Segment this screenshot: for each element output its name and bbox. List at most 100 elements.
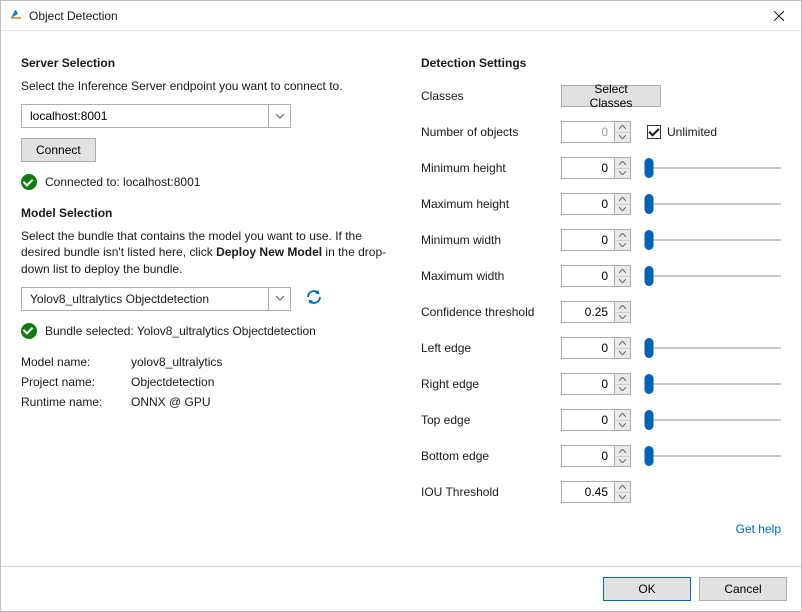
conf-thresh-stepper[interactable]: [614, 302, 630, 322]
slider-thumb[interactable]: [645, 374, 654, 394]
max-height-input[interactable]: [562, 194, 614, 214]
max-height-spinner[interactable]: [561, 193, 631, 215]
row-top-edge: Top edge: [421, 402, 781, 438]
right-edge-input[interactable]: [562, 374, 614, 394]
slider-track: [649, 239, 781, 241]
min-width-slider[interactable]: [649, 230, 781, 250]
close-icon: [774, 11, 784, 21]
app-icon: [9, 7, 23, 24]
max-width-slider[interactable]: [649, 266, 781, 286]
step-up-button[interactable]: [615, 194, 630, 205]
step-up-button[interactable]: [615, 302, 630, 313]
server-endpoint-input[interactable]: [22, 105, 268, 127]
num-objects-spinner: [561, 121, 631, 143]
step-down-button[interactable]: [615, 313, 630, 323]
top-edge-input[interactable]: [562, 410, 614, 430]
step-down-button[interactable]: [615, 205, 630, 215]
conf-thresh-spinner[interactable]: [561, 301, 631, 323]
server-endpoint-combo[interactable]: [21, 104, 291, 128]
max-height-label: Maximum height: [421, 197, 561, 211]
cancel-button[interactable]: Cancel: [699, 577, 787, 601]
min-width-spinner[interactable]: [561, 229, 631, 251]
left-edge-stepper[interactable]: [614, 338, 630, 358]
slider-thumb[interactable]: [645, 230, 654, 250]
step-down-button[interactable]: [615, 385, 630, 395]
step-up-button[interactable]: [615, 410, 630, 421]
step-down-button[interactable]: [615, 241, 630, 251]
step-down-button[interactable]: [615, 457, 630, 467]
model-status-text: Bundle selected: Yolov8_ultralytics Obje…: [45, 324, 316, 338]
get-help-link[interactable]: Get help: [736, 522, 781, 536]
num-objects-stepper: [614, 122, 630, 142]
server-endpoint-dropdown-button[interactable]: [268, 105, 290, 127]
max-height-slider[interactable]: [649, 194, 781, 214]
slider-thumb[interactable]: [645, 158, 654, 178]
step-down-button[interactable]: [615, 493, 630, 503]
min-height-spinner[interactable]: [561, 157, 631, 179]
step-up-button[interactable]: [615, 446, 630, 457]
iou-thresh-stepper[interactable]: [614, 482, 630, 502]
min-width-input[interactable]: [562, 230, 614, 250]
top-edge-stepper[interactable]: [614, 410, 630, 430]
bottom-edge-stepper[interactable]: [614, 446, 630, 466]
unlimited-label: Unlimited: [667, 125, 717, 139]
left-edge-input[interactable]: [562, 338, 614, 358]
step-up-button[interactable]: [615, 338, 630, 349]
right-edge-spinner[interactable]: [561, 373, 631, 395]
step-down-button[interactable]: [615, 421, 630, 431]
step-down-button[interactable]: [615, 349, 630, 359]
step-down-button[interactable]: [615, 277, 630, 287]
right-edge-stepper[interactable]: [614, 374, 630, 394]
step-up-button[interactable]: [615, 230, 630, 241]
right-edge-slider[interactable]: [649, 374, 781, 394]
slider-thumb[interactable]: [645, 410, 654, 430]
select-classes-button[interactable]: Select Classes: [561, 85, 661, 107]
model-select-combo[interactable]: Yolov8_ultralytics Objectdetection: [21, 287, 291, 311]
slider-thumb[interactable]: [645, 266, 654, 286]
step-up-button[interactable]: [615, 482, 630, 493]
max-width-input[interactable]: [562, 266, 614, 286]
connect-button[interactable]: Connect: [21, 138, 96, 162]
slider-track: [649, 347, 781, 349]
top-edge-spinner[interactable]: [561, 409, 631, 431]
right-column: Detection Settings Classes Select Classe…: [421, 46, 781, 556]
left-edge-slider[interactable]: [649, 338, 781, 358]
ok-button[interactable]: OK: [603, 577, 691, 601]
kv-runtime-name: Runtime name: ONNX @ GPU: [21, 395, 391, 409]
max-height-stepper[interactable]: [614, 194, 630, 214]
iou-thresh-input[interactable]: [562, 482, 614, 502]
max-width-spinner[interactable]: [561, 265, 631, 287]
step-up-button[interactable]: [615, 374, 630, 385]
row-classes: Classes Select Classes: [421, 78, 781, 114]
bottom-edge-slider[interactable]: [649, 446, 781, 466]
bottom-edge-input[interactable]: [562, 446, 614, 466]
refresh-button[interactable]: [305, 288, 323, 309]
step-up-button[interactable]: [615, 158, 630, 169]
iou-thresh-spinner[interactable]: [561, 481, 631, 503]
slider-thumb[interactable]: [645, 446, 654, 466]
step-up-button[interactable]: [615, 266, 630, 277]
row-max-width: Maximum width: [421, 258, 781, 294]
step-down-button[interactable]: [615, 169, 630, 179]
left-edge-spinner[interactable]: [561, 337, 631, 359]
slider-thumb[interactable]: [645, 194, 654, 214]
max-width-stepper[interactable]: [614, 266, 630, 286]
conf-thresh-input[interactable]: [562, 302, 614, 322]
top-edge-slider[interactable]: [649, 410, 781, 430]
content-area: Server Selection Select the Inference Se…: [1, 31, 801, 566]
unlimited-checkbox[interactable]: [647, 125, 661, 139]
model-desc: Select the bundle that contains the mode…: [21, 228, 391, 277]
row-min-height: Minimum height: [421, 150, 781, 186]
refresh-icon: [305, 288, 323, 306]
min-height-input[interactable]: [562, 158, 614, 178]
slider-thumb[interactable]: [645, 338, 654, 358]
min-height-stepper[interactable]: [614, 158, 630, 178]
slider-track: [649, 167, 781, 169]
bottom-edge-spinner[interactable]: [561, 445, 631, 467]
model-select-dropdown-button[interactable]: [268, 288, 290, 310]
min-height-slider[interactable]: [649, 158, 781, 178]
min-width-stepper[interactable]: [614, 230, 630, 250]
close-button[interactable]: [756, 1, 801, 30]
left-edge-label: Left edge: [421, 341, 561, 355]
top-edge-label: Top edge: [421, 413, 561, 427]
